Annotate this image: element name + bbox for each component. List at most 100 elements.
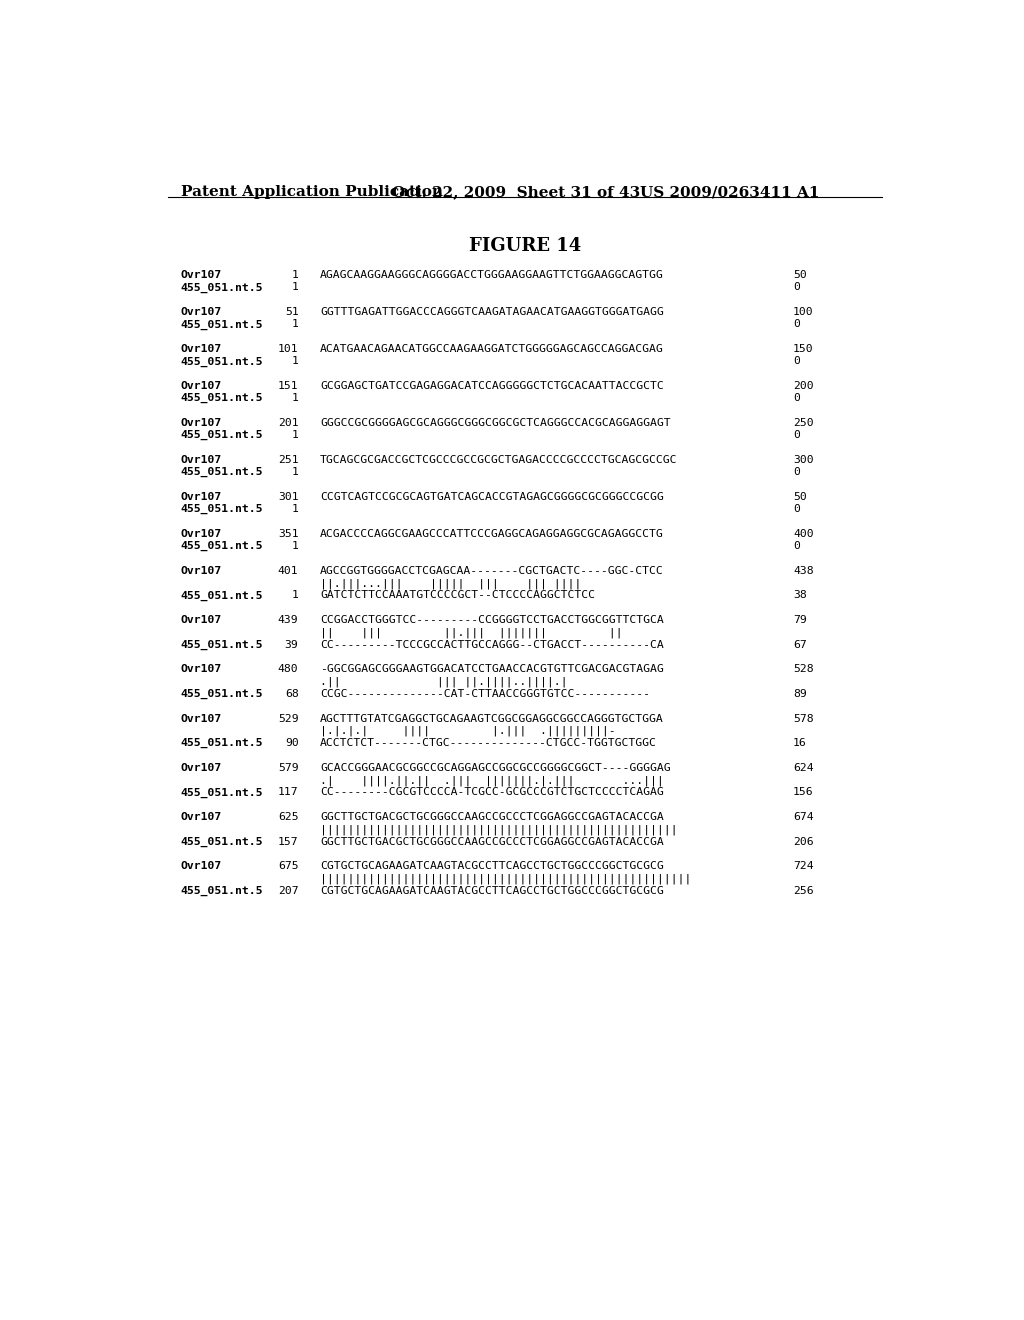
Text: CCGTCAGTCCGCGCAGTGATCAGCACCGTAGAGCGGGGCGCGGGCCGCGG: CCGTCAGTCCGCGCAGTGATCAGCACCGTAGAGCGGGGCG… bbox=[321, 492, 664, 502]
Text: 0: 0 bbox=[793, 541, 800, 550]
Text: 206: 206 bbox=[793, 837, 814, 846]
Text: Oct. 22, 2009  Sheet 31 of 43: Oct. 22, 2009 Sheet 31 of 43 bbox=[391, 185, 640, 199]
Text: GGTTTGAGATTGGACCCAGGGTCAAGATAGAACATGAAGGTGGGATGAGG: GGTTTGAGATTGGACCCAGGGTCAAGATAGAACATGAAGG… bbox=[321, 308, 664, 317]
Text: 455_051.nt.5: 455_051.nt.5 bbox=[180, 319, 263, 330]
Text: 351: 351 bbox=[278, 529, 299, 539]
Text: 439: 439 bbox=[278, 615, 299, 624]
Text: US 2009/0263411 A1: US 2009/0263411 A1 bbox=[640, 185, 819, 199]
Text: 455_051.nt.5: 455_051.nt.5 bbox=[180, 541, 263, 552]
Text: 528: 528 bbox=[793, 664, 814, 675]
Text: 1: 1 bbox=[292, 271, 299, 280]
Text: CCGGACCTGGGTCC---------CCGGGGTCCTGACCTGGCGGTTCTGCA: CCGGACCTGGGTCC---------CCGGGGTCCTGACCTGG… bbox=[321, 615, 664, 624]
Text: Ovr107: Ovr107 bbox=[180, 308, 222, 317]
Text: GGCTTGCTGACGCTGCGGGCCAAGCCGCCCTCGGAGGCCGAGTACACCGA: GGCTTGCTGACGCTGCGGGCCAAGCCGCCCTCGGAGGCCG… bbox=[321, 812, 664, 822]
Text: 455_051.nt.5: 455_051.nt.5 bbox=[180, 430, 263, 441]
Text: TGCAGCGCGACCGCTCGCCCGCCGCGCTGAGACCCCGCCCCTGCAGCGCCGC: TGCAGCGCGACCGCTCGCCCGCCGCGCTGAGACCCCGCCC… bbox=[321, 455, 678, 465]
Text: 400: 400 bbox=[793, 529, 814, 539]
Text: Ovr107: Ovr107 bbox=[180, 455, 222, 465]
Text: 438: 438 bbox=[793, 566, 814, 576]
Text: 201: 201 bbox=[278, 418, 299, 428]
Text: 624: 624 bbox=[793, 763, 814, 772]
Text: 455_051.nt.5: 455_051.nt.5 bbox=[180, 590, 263, 601]
Text: Ovr107: Ovr107 bbox=[180, 492, 222, 502]
Text: 1: 1 bbox=[292, 590, 299, 601]
Text: 256: 256 bbox=[793, 886, 814, 896]
Text: ||||||||||||||||||||||||||||||||||||||||||||||||||||: ||||||||||||||||||||||||||||||||||||||||… bbox=[321, 825, 678, 836]
Text: Ovr107: Ovr107 bbox=[180, 812, 222, 822]
Text: AGAGCAAGGAAGGGCAGGGGACCTGGGAAGGAAGTTCTGGAAGGCAGTGG: AGAGCAAGGAAGGGCAGGGGACCTGGGAAGGAAGTTCTGG… bbox=[321, 271, 664, 280]
Text: .||              ||| ||.||||..||||.|: .|| ||| ||.||||..||||.| bbox=[321, 677, 567, 688]
Text: CC--------CGCGTCCCCA-TCGCC-GCGCCCGTCTGCTCCCCTCAGAG: CC--------CGCGTCCCCA-TCGCC-GCGCCCGTCTGCT… bbox=[321, 788, 664, 797]
Text: 724: 724 bbox=[793, 862, 814, 871]
Text: Ovr107: Ovr107 bbox=[180, 345, 222, 354]
Text: 455_051.nt.5: 455_051.nt.5 bbox=[180, 356, 263, 367]
Text: 675: 675 bbox=[278, 862, 299, 871]
Text: 455_051.nt.5: 455_051.nt.5 bbox=[180, 393, 263, 404]
Text: 51: 51 bbox=[285, 308, 299, 317]
Text: 0: 0 bbox=[793, 356, 800, 366]
Text: CGTGCTGCAGAAGATCAAGTACGCCTTCAGCCTGCTGGCCCGGCTGCGCG: CGTGCTGCAGAAGATCAAGTACGCCTTCAGCCTGCTGGCC… bbox=[321, 862, 664, 871]
Text: 300: 300 bbox=[793, 455, 814, 465]
Text: 1: 1 bbox=[292, 282, 299, 292]
Text: 156: 156 bbox=[793, 788, 814, 797]
Text: 455_051.nt.5: 455_051.nt.5 bbox=[180, 738, 263, 748]
Text: 67: 67 bbox=[793, 640, 807, 649]
Text: 674: 674 bbox=[793, 812, 814, 822]
Text: CC---------TCCCGCCACTTGCCAGGG--CTGACCT----------CA: CC---------TCCCGCCACTTGCCAGGG--CTGACCT--… bbox=[321, 640, 664, 649]
Text: |.|.|.|     ||||         |.|||  .|||||||||-: |.|.|.| |||| |.||| .|||||||||- bbox=[321, 726, 615, 737]
Text: 1: 1 bbox=[292, 356, 299, 366]
Text: 150: 150 bbox=[793, 345, 814, 354]
Text: FIGURE 14: FIGURE 14 bbox=[469, 238, 581, 255]
Text: 0: 0 bbox=[793, 282, 800, 292]
Text: 455_051.nt.5: 455_051.nt.5 bbox=[180, 689, 263, 700]
Text: 455_051.nt.5: 455_051.nt.5 bbox=[180, 886, 263, 896]
Text: ||||||||||||||||||||||||||||||||||||||||||||||||||||||: ||||||||||||||||||||||||||||||||||||||||… bbox=[321, 874, 691, 884]
Text: 455_051.nt.5: 455_051.nt.5 bbox=[180, 504, 263, 515]
Text: 455_051.nt.5: 455_051.nt.5 bbox=[180, 640, 263, 649]
Text: -GGCGGAGCGGGAAGTGGACATCCTGAACCACGTGTTCGACGACGTAGAG: -GGCGGAGCGGGAAGTGGACATCCTGAACCACGTGTTCGA… bbox=[321, 664, 664, 675]
Text: GGCTTGCTGACGCTGCGGGCCAAGCCGCCCTCGGAGGCCGAGTACACCGA: GGCTTGCTGACGCTGCGGGCCAAGCCGCCCTCGGAGGCCG… bbox=[321, 837, 664, 846]
Text: 455_051.nt.5: 455_051.nt.5 bbox=[180, 282, 263, 293]
Text: ||.|||...|||    |||||  |||    ||| ||||: ||.|||...||| ||||| ||| ||| |||| bbox=[321, 578, 582, 589]
Text: GGGCCGCGGGGAGCGCAGGGCGGGCGGCGCTCAGGGCCACGCAGGAGGAGT: GGGCCGCGGGGAGCGCAGGGCGGGCGGCGCTCAGGGCCAC… bbox=[321, 418, 671, 428]
Text: AGCCGGTGGGGACCTCGAGCAA-------CGCTGACTC----GGC-CTCC: AGCCGGTGGGGACCTCGAGCAA-------CGCTGACTC--… bbox=[321, 566, 664, 576]
Text: Ovr107: Ovr107 bbox=[180, 381, 222, 391]
Text: Ovr107: Ovr107 bbox=[180, 763, 222, 772]
Text: 401: 401 bbox=[278, 566, 299, 576]
Text: 0: 0 bbox=[793, 504, 800, 513]
Text: 579: 579 bbox=[278, 763, 299, 772]
Text: 480: 480 bbox=[278, 664, 299, 675]
Text: Ovr107: Ovr107 bbox=[180, 862, 222, 871]
Text: Ovr107: Ovr107 bbox=[180, 271, 222, 280]
Text: 79: 79 bbox=[793, 615, 807, 624]
Text: 625: 625 bbox=[278, 812, 299, 822]
Text: Patent Application Publication: Patent Application Publication bbox=[180, 185, 442, 199]
Text: .|    ||||.||.||  .|||  |||||||.|.|||       ...|||: .| ||||.||.|| .||| |||||||.|.||| ...||| bbox=[321, 775, 664, 785]
Text: 151: 151 bbox=[278, 381, 299, 391]
Text: 529: 529 bbox=[278, 714, 299, 723]
Text: 68: 68 bbox=[285, 689, 299, 698]
Text: 1: 1 bbox=[292, 393, 299, 403]
Text: 50: 50 bbox=[793, 492, 807, 502]
Text: Ovr107: Ovr107 bbox=[180, 615, 222, 624]
Text: 207: 207 bbox=[278, 886, 299, 896]
Text: Ovr107: Ovr107 bbox=[180, 714, 222, 723]
Text: 251: 251 bbox=[278, 455, 299, 465]
Text: Ovr107: Ovr107 bbox=[180, 418, 222, 428]
Text: 38: 38 bbox=[793, 590, 807, 601]
Text: 50: 50 bbox=[793, 271, 807, 280]
Text: GCGGAGCTGATCCGAGAGGACATCCAGGGGGCTCTGCACAATTACCGCTC: GCGGAGCTGATCCGAGAGGACATCCAGGGGGCTCTGCACA… bbox=[321, 381, 664, 391]
Text: Ovr107: Ovr107 bbox=[180, 529, 222, 539]
Text: 0: 0 bbox=[793, 467, 800, 477]
Text: 1: 1 bbox=[292, 504, 299, 513]
Text: 301: 301 bbox=[278, 492, 299, 502]
Text: 0: 0 bbox=[793, 393, 800, 403]
Text: 1: 1 bbox=[292, 467, 299, 477]
Text: 117: 117 bbox=[278, 788, 299, 797]
Text: 89: 89 bbox=[793, 689, 807, 698]
Text: 101: 101 bbox=[278, 345, 299, 354]
Text: 250: 250 bbox=[793, 418, 814, 428]
Text: Ovr107: Ovr107 bbox=[180, 566, 222, 576]
Text: CCGC--------------CAT-CTTAACCGGGTGTCC-----------: CCGC--------------CAT-CTTAACCGGGTGTCC---… bbox=[321, 689, 650, 698]
Text: AGCTTTGTATCGAGGCTGCAGAAGTCGGCGGAGGCGGCCAGGGTGCTGGA: AGCTTTGTATCGAGGCTGCAGAAGTCGGCGGAGGCGGCCA… bbox=[321, 714, 664, 723]
